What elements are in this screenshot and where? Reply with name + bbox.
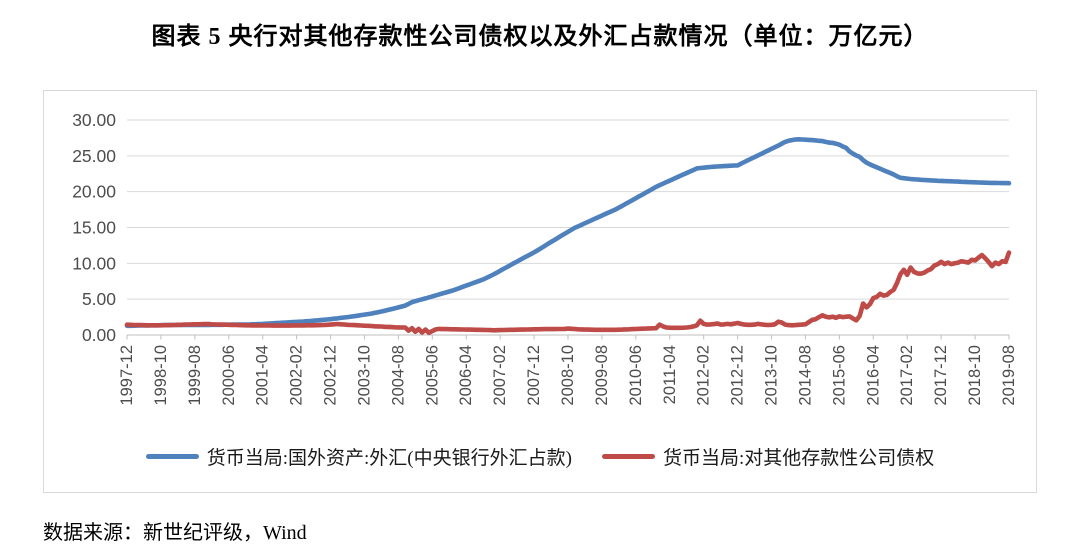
fx-line-swatch xyxy=(145,454,199,459)
x-axis-tick-label: 2014-08 xyxy=(796,345,814,406)
x-axis-tick-label: 2005-06 xyxy=(423,345,441,406)
x-axis-tick-label: 1998-10 xyxy=(152,345,170,406)
x-axis-tick-label: 2011-04 xyxy=(661,345,679,404)
y-axis-tick-label: 30.00 xyxy=(72,110,116,130)
x-axis-tick-label: 2012-02 xyxy=(695,345,713,406)
x-axis-tick-label: 2019-08 xyxy=(1000,345,1018,406)
x-axis-tick-label: 2000-06 xyxy=(220,345,238,406)
x-axis-tick-label: 2018-10 xyxy=(966,345,984,406)
x-axis-tick-label: 1997-12 xyxy=(118,345,136,406)
chart-legend: 货币当局:国外资产:外汇(中央银行外汇占款) 货币当局:对其他存款性公司债权 xyxy=(44,443,1036,470)
x-axis-tick-label: 1999-08 xyxy=(186,345,204,406)
x-axis-tick-label: 2001-04 xyxy=(254,345,272,406)
claims-legend-label: 货币当局:对其他存款性公司债权 xyxy=(662,448,935,469)
x-axis-tick-label: 2008-10 xyxy=(559,345,577,406)
y-axis-tick-label: 15.00 xyxy=(72,218,116,238)
x-axis-tick-label: 2004-08 xyxy=(389,345,407,406)
x-axis-tick-label: 2017-02 xyxy=(898,345,916,406)
line-chart-canvas: 0.00 5.00 10.00 15.00 20.00 25.00 30.00 1997-12… xyxy=(72,110,1018,406)
x-axis-tick-label: 2007-02 xyxy=(491,345,509,406)
x-axis-tick-label: 2013-10 xyxy=(763,345,781,406)
claims-line-series xyxy=(124,250,1012,336)
x-axis-tick-label: 2003-10 xyxy=(355,345,373,406)
y-axis-tick-label: 10.00 xyxy=(72,253,116,273)
x-axis-tick-label: 2012-12 xyxy=(729,345,747,406)
y-axis-tick-label: 0.00 xyxy=(82,325,116,345)
fx-line-series xyxy=(124,136,1012,329)
claims-line-swatch xyxy=(601,454,655,459)
x-axis-tick-labels: 1997-12 1998-10 1999-08 2000-06 2001-04 2002-… xyxy=(118,345,1018,406)
x-axis-tick-label: 2015-06 xyxy=(830,345,848,406)
x-axis-tick-label: 2007-12 xyxy=(525,345,543,406)
data-source-note: 数据来源：新世纪评级，Wind xyxy=(43,522,307,544)
gridlines xyxy=(127,119,1009,300)
fx-legend-label: 货币当局:国外资产:外汇(中央银行外汇占款) xyxy=(206,448,572,469)
x-axis xyxy=(126,334,1010,340)
y-axis-tick-label: 5.00 xyxy=(82,289,116,309)
x-axis-tick-label: 2002-02 xyxy=(288,345,306,406)
figure-title: 图表 5 央行对其他存款性公司债权以及外汇占款情况（单位：万亿元） xyxy=(151,24,929,50)
x-axis-tick-label: 2017-12 xyxy=(932,345,950,406)
x-axis-tick-label: 2010-06 xyxy=(627,345,645,406)
x-axis-tick-label: 2009-08 xyxy=(593,345,611,406)
x-axis-tick-label: 2016-04 xyxy=(864,345,882,406)
chart-container: 0.00 5.00 10.00 15.00 20.00 25.00 30.00 1997-12… xyxy=(43,90,1037,493)
y-axis-tick-label: 20.00 xyxy=(72,182,116,202)
x-axis-tick-label: 2002-12 xyxy=(322,345,340,406)
legend-item-fx: 货币当局:国外资产:外汇(中央银行外汇占款) xyxy=(145,443,572,470)
legend-item-claims: 货币当局:对其他存款性公司债权 xyxy=(601,443,935,470)
x-axis-tick-label: 2006-04 xyxy=(457,345,475,406)
y-axis-tick-labels: 0.00 5.00 10.00 15.00 20.00 25.00 30.00 xyxy=(72,110,116,345)
y-axis-tick-label: 25.00 xyxy=(72,146,116,166)
